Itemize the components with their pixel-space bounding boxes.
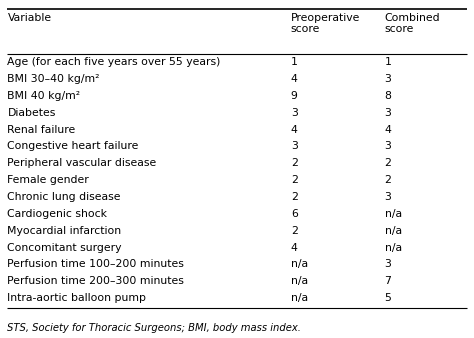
Text: Diabetes: Diabetes [8,108,56,118]
Text: Renal failure: Renal failure [8,125,76,135]
Text: STS, Society for Thoracic Surgeons; BMI, body mass index.: STS, Society for Thoracic Surgeons; BMI,… [8,323,301,333]
Text: Peripheral vascular disease: Peripheral vascular disease [8,158,157,168]
Text: 3: 3 [291,108,298,118]
Text: Preoperative
score: Preoperative score [291,13,360,34]
Text: n/a: n/a [291,293,308,303]
Text: BMI 40 kg/m²: BMI 40 kg/m² [8,91,81,101]
Text: 5: 5 [384,293,392,303]
Text: n/a: n/a [291,259,308,269]
Text: 3: 3 [384,74,392,84]
Text: Chronic lung disease: Chronic lung disease [8,192,121,202]
Text: 3: 3 [384,142,392,151]
Text: 1: 1 [291,57,298,67]
Text: 3: 3 [384,108,392,118]
Text: n/a: n/a [384,209,401,219]
Text: 9: 9 [291,91,298,101]
Text: Variable: Variable [8,13,52,23]
Text: 4: 4 [291,74,298,84]
Text: 2: 2 [384,158,392,168]
Text: Perfusion time 100–200 minutes: Perfusion time 100–200 minutes [8,259,184,269]
Text: Cardiogenic shock: Cardiogenic shock [8,209,108,219]
Text: BMI 30–40 kg/m²: BMI 30–40 kg/m² [8,74,100,84]
Text: Age (for each five years over 55 years): Age (for each five years over 55 years) [8,57,221,67]
Text: Combined
score: Combined score [384,13,440,34]
Text: 3: 3 [291,142,298,151]
Text: Perfusion time 200–300 minutes: Perfusion time 200–300 minutes [8,276,184,286]
Text: n/a: n/a [384,226,401,236]
Text: 8: 8 [384,91,392,101]
Text: Female gender: Female gender [8,175,89,185]
Text: 4: 4 [291,243,298,252]
Text: 7: 7 [384,276,392,286]
Text: 4: 4 [291,125,298,135]
Text: 6: 6 [291,209,298,219]
Text: 3: 3 [384,192,392,202]
Text: 2: 2 [291,192,298,202]
Text: 4: 4 [384,125,392,135]
Text: n/a: n/a [291,276,308,286]
Text: Concomitant surgery: Concomitant surgery [8,243,122,252]
Text: 2: 2 [291,175,298,185]
Text: Myocardial infarction: Myocardial infarction [8,226,122,236]
Text: Congestive heart failure: Congestive heart failure [8,142,139,151]
Text: 2: 2 [384,175,392,185]
Text: 1: 1 [384,57,392,67]
Text: n/a: n/a [384,243,401,252]
Text: 2: 2 [291,158,298,168]
Text: 3: 3 [384,259,392,269]
Text: Intra-aortic balloon pump: Intra-aortic balloon pump [8,293,146,303]
Text: 2: 2 [291,226,298,236]
